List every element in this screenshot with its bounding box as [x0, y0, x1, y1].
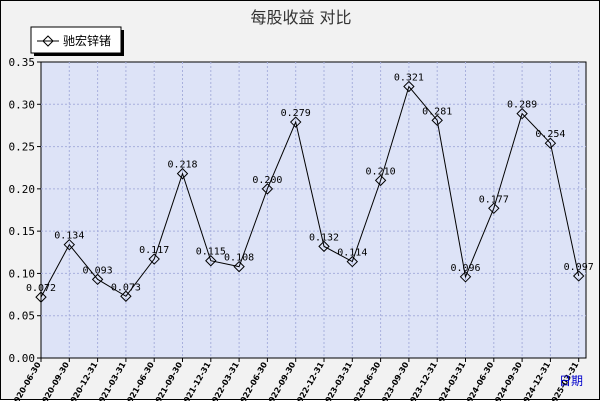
x-tick-label: 2022-06-30 — [236, 360, 270, 401]
y-tick-label: 0.25 — [9, 141, 36, 154]
chart-title: 每股收益 对比 — [250, 8, 351, 27]
data-point — [289, 116, 302, 128]
y-tick-label: 0.35 — [9, 56, 36, 69]
x-tick-label: 2022-12-31 — [292, 360, 326, 401]
data-point — [63, 238, 76, 251]
data-label: 0.093 — [83, 265, 113, 276]
x-tick-label: 2024-03-31 — [434, 360, 468, 401]
y-tick-label: 0.10 — [9, 267, 36, 280]
data-label: 0.218 — [167, 160, 197, 171]
data-label: 0.177 — [479, 194, 509, 205]
data-point — [233, 260, 245, 273]
data-point — [516, 107, 528, 120]
x-tick-label: 2020-12-31 — [66, 360, 100, 401]
data-label: 0.114 — [337, 248, 367, 259]
data-point — [91, 273, 104, 286]
data-point — [318, 240, 330, 253]
x-tick-label: 2020-06-30 — [9, 360, 43, 401]
plot-area — [40, 61, 587, 359]
grid-lines — [41, 62, 586, 358]
data-point — [205, 255, 217, 267]
data-label: 0.073 — [111, 282, 141, 293]
data-label: 0.210 — [366, 166, 396, 177]
x-tick-label: 2020-09-30 — [38, 360, 72, 401]
data-point — [403, 80, 415, 93]
data-label: 0.200 — [252, 175, 282, 186]
legend-entry-label: 驰宏锌锗 — [63, 33, 111, 48]
x-tick-label: 2023-12-31 — [406, 360, 440, 401]
data-point — [176, 167, 189, 180]
data-label: 0.134 — [54, 231, 84, 242]
y-axis: 0.00 0.05 0.10 0.15 0.20 0.25 0.30 0.35 — [9, 56, 41, 365]
data-point — [120, 290, 132, 302]
x-tick-label: 2024-12-31 — [519, 360, 553, 401]
x-tick-label: 2023-09-30 — [377, 360, 411, 401]
series-line — [40, 85, 580, 298]
data-label: 0.097 — [564, 262, 594, 273]
data-label: 0.096 — [450, 263, 480, 274]
data-point — [572, 270, 585, 282]
x-tick-label: 2024-06-30 — [462, 360, 496, 401]
data-label: 0.289 — [507, 100, 537, 111]
data-point — [488, 202, 500, 215]
x-tick-label: 2022-03-31 — [207, 360, 241, 401]
y-tick-label: 0.20 — [9, 183, 36, 196]
data-label: 0.117 — [139, 245, 169, 256]
data-label: 0.281 — [422, 106, 452, 117]
x-tick-label: 2021-12-31 — [179, 360, 213, 401]
data-point — [544, 137, 557, 149]
data-point — [374, 174, 387, 187]
y-tick-label: 0.30 — [9, 98, 36, 111]
x-tick-label: 2021-03-31 — [94, 360, 128, 401]
data-labels: 0.072 0.134 0.093 0.073 0.117 0.218 0.1150.108… — [26, 73, 594, 295]
x-tick-label: 2024-09-30 — [490, 360, 524, 401]
legend-box — [30, 26, 122, 54]
data-label: 0.115 — [196, 247, 226, 258]
x-axis-unit-label: 日期 — [559, 374, 583, 388]
x-axis: 2020-06-302020-09-302020-12-312021-03-31… — [9, 358, 581, 401]
data-point — [459, 271, 472, 283]
data-point — [261, 183, 274, 195]
data-label: 0.108 — [224, 253, 254, 264]
data-point — [346, 255, 359, 268]
x-tick-label: 2022-09-30 — [264, 360, 298, 401]
series-layer — [35, 80, 585, 303]
data-label: 0.254 — [535, 129, 565, 140]
data-point — [35, 291, 47, 303]
data-point — [148, 253, 160, 265]
y-tick-label: 0.05 — [9, 310, 36, 323]
y-tick-label: 0.15 — [9, 225, 36, 238]
data-point — [431, 114, 443, 127]
x-tick-label: 2023-06-30 — [349, 360, 383, 401]
data-label: 0.132 — [309, 232, 339, 243]
data-label: 0.072 — [26, 283, 56, 294]
data-label: 0.321 — [394, 73, 424, 84]
data-label: 0.279 — [281, 108, 311, 119]
x-tick-label: 2021-09-30 — [151, 360, 185, 401]
x-tick-label: 2021-06-30 — [123, 360, 157, 401]
legend-diamond-icon — [42, 35, 54, 47]
x-tick-label: 2023-03-31 — [321, 360, 355, 401]
legend: 驰宏锌锗 — [30, 26, 124, 56]
y-tick-label: 0.00 — [9, 352, 36, 365]
